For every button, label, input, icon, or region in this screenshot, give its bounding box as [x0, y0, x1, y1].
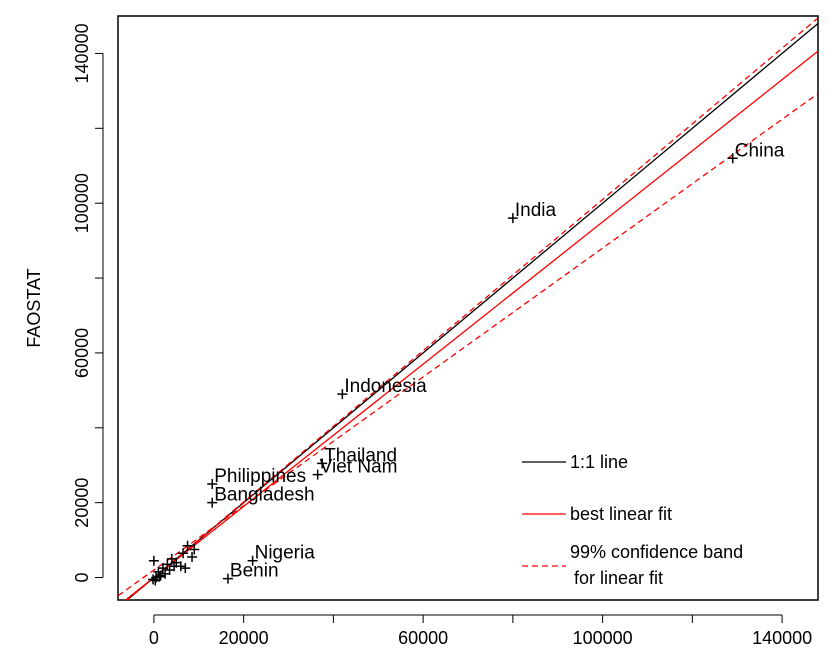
data-point [187, 551, 198, 562]
y-tick-label: 100000 [72, 173, 92, 233]
x-tick-label: 140000 [752, 628, 812, 648]
y-axis-label: FAOSTAT [24, 268, 44, 347]
data-point [148, 555, 159, 566]
data-point [175, 561, 186, 572]
x-tick-label: 0 [149, 628, 159, 648]
legend: 1:1 line best linear fit 99% confidence ba… [522, 452, 743, 588]
data-point [154, 571, 165, 582]
data-point-philippines [207, 478, 218, 489]
x-tick-label: 20000 [219, 628, 269, 648]
point-label-viet-nam: Viet Nam [320, 457, 398, 478]
line-confidence-band-lower [118, 93, 818, 597]
line-best-linear-fit [124, 50, 818, 600]
data-point-india [507, 213, 518, 224]
point-label-india: India [515, 200, 557, 221]
y-tick-label: 0 [72, 573, 92, 583]
data-points [148, 153, 738, 586]
point-label-philippines: Philippines [214, 466, 306, 487]
data-point-indonesia [337, 389, 348, 400]
legend-label-3-line2: for linear fit [574, 568, 663, 588]
legend-label-1: 1:1 line [570, 452, 628, 472]
data-point-china [727, 153, 738, 164]
y-tick-label: 60000 [72, 328, 92, 378]
point-label-nigeria: Nigeria [255, 543, 316, 564]
data-point [182, 540, 193, 551]
data-point-viet-nam [312, 469, 323, 480]
data-point [148, 574, 158, 585]
y-tick-label: 140000 [72, 23, 92, 83]
line-99-confidence-band-for-linear-fit [126, 17, 818, 600]
point-label-indonesia: Indonesia [344, 376, 427, 397]
point-label-benin: Benin [230, 561, 279, 582]
fit-lines [118, 17, 818, 600]
x-tick-label: 100000 [573, 628, 633, 648]
point-label-thailand: Thailand [324, 445, 397, 466]
data-point-benin [222, 573, 233, 584]
y-tick-label: 20000 [72, 478, 92, 528]
legend-label-3: 99% confidence band [570, 542, 743, 562]
data-point [180, 563, 191, 574]
data-point-thailand [317, 458, 328, 469]
data-point [162, 559, 173, 570]
data-point-bangladesh [207, 497, 218, 508]
line-1-1-line [125, 22, 818, 600]
x-axis: 0 20000 60000 100000 140000 [149, 614, 812, 648]
data-point-nigeria [247, 555, 258, 566]
data-point [178, 548, 189, 559]
plot-frame [117, 15, 819, 601]
data-point [155, 570, 166, 581]
point-label-china: China [735, 140, 785, 161]
data-point [189, 544, 200, 555]
legend-label-2: best linear fit [570, 504, 672, 524]
point-label-bangladesh: Bangladesh [214, 485, 314, 506]
y-axis: 0 20000 60000 100000 140000 [72, 23, 104, 583]
x-tick-label: 60000 [398, 628, 448, 648]
